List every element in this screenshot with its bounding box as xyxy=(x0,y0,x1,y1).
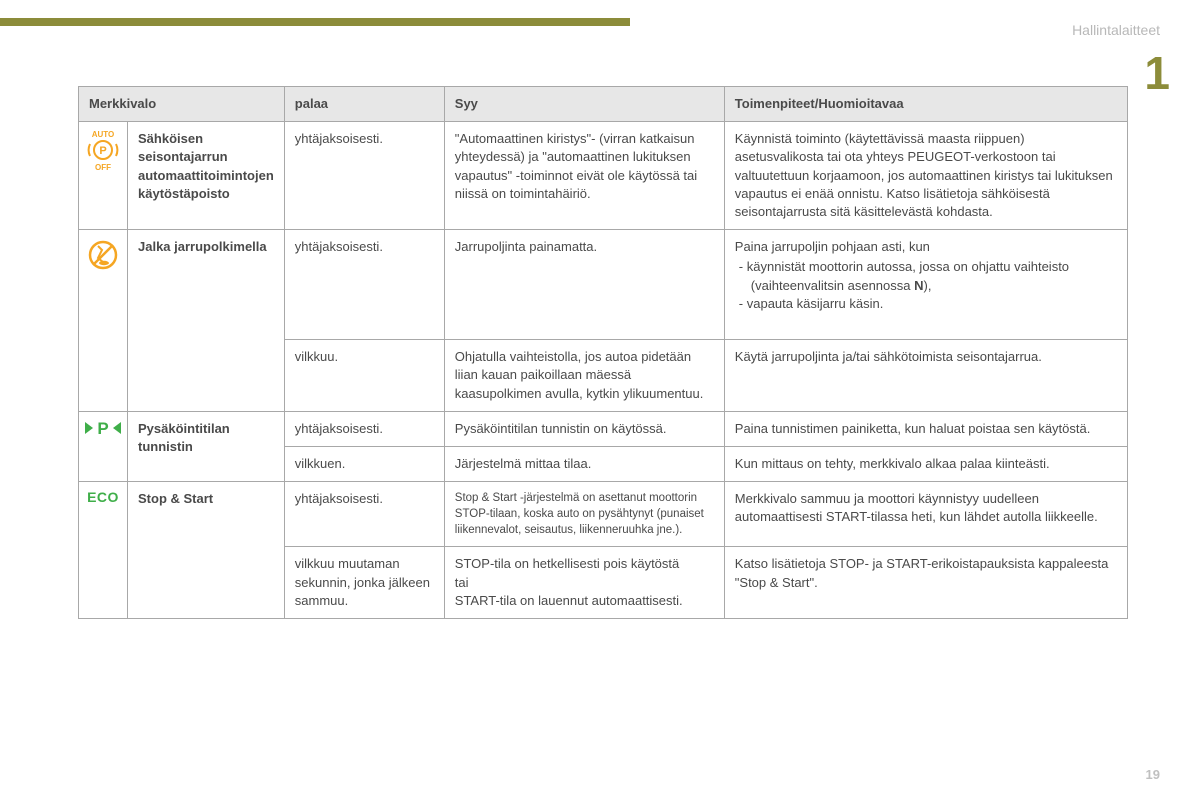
svg-text:P: P xyxy=(99,145,106,157)
park-sensor-r1-syy: Pysäköintitilan tunnistin on käytössä. xyxy=(444,411,724,446)
chapter-number: 1 xyxy=(1144,50,1170,96)
brake-pedal-label: Jalka jarrupolkimella xyxy=(128,230,285,412)
auto-p-off-palaa: yhtäjaksoisesti. xyxy=(284,122,444,230)
th-merkkivalo: Merkkivalo xyxy=(79,87,285,122)
section-header: Hallintalaitteet xyxy=(1072,22,1160,38)
th-syy: Syy xyxy=(444,87,724,122)
brake-pedal-r2-action: Käytä jarrupoljinta ja/tai sähkötoimista… xyxy=(724,340,1127,412)
eco-icon: ECO xyxy=(79,482,128,619)
content-area: Merkkivalo palaa Syy Toimenpiteet/Huomio… xyxy=(78,86,1128,619)
park-sensor-r2-action: Kun mittaus on tehty, merkkivalo alkaa p… xyxy=(724,446,1127,481)
park-sensor-label: Pysäköintitilan tunnistin xyxy=(128,411,285,481)
brake-pedal-r1-palaa: yhtäjaksoisesti. xyxy=(284,230,444,340)
brake-pedal-r2-syy: Ohjatulla vaihteistolla, jos autoa pidet… xyxy=(444,340,724,412)
top-accent-bar xyxy=(0,18,630,26)
stop-start-r2-syy: STOP-tila on hetkellisesti pois käytöstä… xyxy=(444,547,724,619)
stop-start-r2-action: Katso lisätietoja STOP- ja START-erikois… xyxy=(724,547,1127,619)
page-number: 19 xyxy=(1146,767,1160,782)
indicators-table: Merkkivalo palaa Syy Toimenpiteet/Huomio… xyxy=(78,86,1128,619)
brake-pedal-r2-palaa: vilkkuu. xyxy=(284,340,444,412)
th-action: Toimenpiteet/Huomioitavaa xyxy=(724,87,1127,122)
stop-start-r1-action: Merkkivalo sammuu ja moottori käynnistyy… xyxy=(724,482,1127,547)
park-sensor-icon: P xyxy=(79,411,128,481)
brake-pedal-r1-action: Paina jarrupoljin pohjaan asti, kun käyn… xyxy=(724,230,1127,340)
brake-pedal-r1-action-pre: Paina jarrupoljin pohjaan asti, kun xyxy=(735,239,930,254)
stop-start-r1-syy: Stop & Start -järjestelmä on asettanut m… xyxy=(444,482,724,547)
brake-pedal-r1-bullet2: vapauta käsijarru käsin. xyxy=(751,295,1117,313)
brake-pedal-r1-syy: Jarrupoljinta painamatta. xyxy=(444,230,724,340)
svg-text:OFF: OFF xyxy=(95,163,111,172)
svg-text:P: P xyxy=(97,419,108,438)
park-sensor-r1-action: Paina tunnistimen painiketta, kun haluat… xyxy=(724,411,1127,446)
brake-pedal-icon xyxy=(79,230,128,412)
park-sensor-r2-syy: Järjestelmä mittaa tilaa. xyxy=(444,446,724,481)
stop-start-label: Stop & Start xyxy=(128,482,285,619)
auto-p-off-icon: AUTO P OFF xyxy=(79,122,128,230)
auto-p-off-syy: "Automaattinen kiristys"- (virran katkai… xyxy=(444,122,724,230)
auto-p-off-action: Käynnistä toiminto (käytettävissä maasta… xyxy=(724,122,1127,230)
auto-p-off-label: Sähköisen seisontajarrun automaattitoimi… xyxy=(128,122,285,230)
park-sensor-r1-palaa: yhtäjaksoisesti. xyxy=(284,411,444,446)
brake-pedal-r1-bullet1: käynnistät moottorin autossa, jossa on o… xyxy=(751,258,1117,294)
stop-start-r1-palaa: yhtäjaksoisesti. xyxy=(284,482,444,547)
stop-start-r2-palaa: vilkkuu muutaman sekunnin, jonka jälkeen… xyxy=(284,547,444,619)
svg-text:AUTO: AUTO xyxy=(92,130,115,139)
park-sensor-r2-palaa: vilkkuen. xyxy=(284,446,444,481)
th-palaa: palaa xyxy=(284,87,444,122)
